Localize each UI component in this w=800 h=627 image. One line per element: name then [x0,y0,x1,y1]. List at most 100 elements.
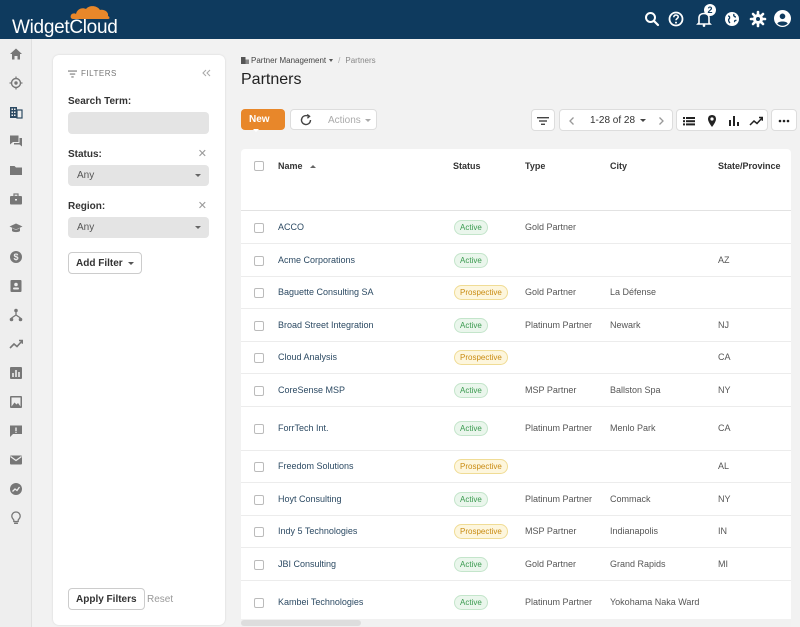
image-icon[interactable] [9,395,23,409]
row-type: Gold Partner [525,559,577,569]
bar-chart-icon[interactable] [9,366,23,380]
scrollbar-thumb[interactable] [241,620,361,626]
account-icon[interactable] [773,9,792,28]
row-checkbox[interactable] [254,386,264,396]
table-row[interactable]: Indy 5 Technologies MSP Partner Indianapol… [241,516,791,548]
graduation-cap-icon[interactable] [9,221,23,235]
trend-view-icon[interactable] [749,114,763,128]
filter-lines-icon [537,117,549,125]
chevron-down-icon [364,118,371,122]
collapse-panel-icon[interactable] [201,68,211,78]
folder-icon[interactable] [9,163,23,177]
region-select[interactable]: Any [68,217,209,238]
table-row[interactable]: JBI Consulting Gold Partner Grand Rapids MI… [241,548,791,581]
chevron-left-icon[interactable] [565,114,579,128]
briefcase-icon[interactable] [9,192,23,206]
globe-icon[interactable] [723,10,741,28]
pager-range[interactable]: 1-28 of 28 [590,115,647,126]
filters-heading: FILTERS [68,69,117,78]
table-row[interactable]: Hoyt Consulting Platinum Partner Commack NY… [241,483,791,516]
row-name-link[interactable]: Acme Corporations [278,255,356,265]
search-term-input[interactable] [68,112,209,134]
row-name-link[interactable]: Hoyt Consulting [278,494,342,504]
analytics-icon[interactable] [9,482,23,496]
row-checkbox[interactable] [254,321,264,331]
row-checkbox[interactable] [254,223,264,233]
more-options-button[interactable] [771,109,797,131]
dollar-icon[interactable]: $ [9,250,23,264]
table-row[interactable]: Cloud Analysis CA Prospective [241,342,791,374]
list-view-icon[interactable] [682,114,696,128]
row-checkbox[interactable] [254,462,264,472]
row-name-link[interactable]: Baguette Consulting SA [278,287,374,297]
row-checkbox[interactable] [254,527,264,537]
region-clear-icon[interactable]: ✕ [197,200,207,212]
row-checkbox[interactable] [254,256,264,266]
table-row[interactable]: CoreSense MSP MSP Partner Ballston Spa NY Ac… [241,374,791,407]
chart-view-icon[interactable] [727,114,741,128]
notifications[interactable]: 2 [695,4,716,28]
chevron-down-icon [195,226,201,229]
row-name-link[interactable]: ACCO [278,222,305,232]
table-row[interactable]: Acme Corporations AZ Active [241,244,791,277]
new-button[interactable]: New [241,109,285,132]
breadcrumb-parent[interactable]: Partner Management [251,56,327,65]
row-name-link[interactable]: Indy 5 Technologies [278,526,358,536]
table-row[interactable]: ACCO Gold Partner Active [241,212,791,244]
help-icon[interactable] [667,10,685,28]
map-view-icon[interactable] [705,114,719,128]
filter-toggle-button[interactable] [531,109,555,131]
refresh-icon[interactable] [299,113,313,127]
horizontal-scrollbar[interactable] [241,619,791,627]
column-header-state[interactable]: State/Province [718,161,781,171]
reset-link[interactable]: Reset [147,594,174,605]
row-checkbox[interactable] [254,560,264,570]
row-city: Yokohama Naka Ward [610,597,700,607]
table-row[interactable]: Freedom Solutions AL Prospective [241,451,791,483]
contact-card-icon[interactable] [9,279,23,293]
row-checkbox[interactable] [254,424,264,434]
actions-button[interactable]: Actions [328,115,371,126]
select-all-checkbox[interactable] [254,161,264,171]
chevron-right-icon[interactable] [654,114,668,128]
gear-icon[interactable] [749,10,767,28]
table-header: Name Status Type City State/Province [241,149,791,211]
row-checkbox[interactable] [254,288,264,298]
add-filter-button[interactable]: Add Filter [68,252,142,274]
column-header-status[interactable]: Status [453,161,481,171]
row-name-link[interactable]: CoreSense MSP [278,385,346,395]
target-icon[interactable] [9,76,23,90]
column-header-name[interactable]: Name [278,161,316,171]
row-checkbox[interactable] [254,353,264,363]
row-name-link[interactable]: Freedom Solutions [278,461,354,471]
table-row[interactable]: Baguette Consulting SA Gold Partner La Déf… [241,277,791,309]
home-icon[interactable] [9,47,23,61]
row-name-link[interactable]: ForrTech Int. [278,423,329,433]
apply-filters-button[interactable]: Apply Filters [68,588,145,610]
column-header-type[interactable]: Type [525,161,546,171]
partners-table: Name Status Type City State/Province ACC… [241,149,791,627]
mail-icon[interactable] [9,453,23,467]
feedback-icon[interactable] [9,424,23,438]
trending-icon[interactable] [9,337,23,351]
row-name-link[interactable]: JBI Consulting [278,559,337,569]
building-icon[interactable] [9,105,23,119]
row-state: IN [718,526,727,536]
search-icon[interactable] [643,10,661,28]
row-name-link[interactable]: Broad Street Integration [278,320,374,330]
hierarchy-icon[interactable] [9,308,23,322]
chevron-down-icon [640,118,647,122]
column-header-city[interactable]: City [610,161,628,171]
table-row[interactable]: ForrTech Int. Platinum Partner Menlo Park C… [241,407,791,451]
chat-icon[interactable] [9,134,23,148]
lightbulb-icon[interactable] [9,511,23,525]
row-checkbox[interactable] [254,598,264,608]
vertical-scrollbar[interactable] [792,149,800,627]
status-select[interactable]: Any [68,165,209,186]
table-row[interactable]: Broad Street Integration Platinum Partner… [241,309,791,342]
status-clear-icon[interactable]: ✕ [197,148,207,160]
row-name-link[interactable]: Cloud Analysis [278,352,338,362]
row-name-link[interactable]: Kambei Technologies [278,597,364,607]
row-state: NY [718,385,731,395]
row-checkbox[interactable] [254,495,264,505]
